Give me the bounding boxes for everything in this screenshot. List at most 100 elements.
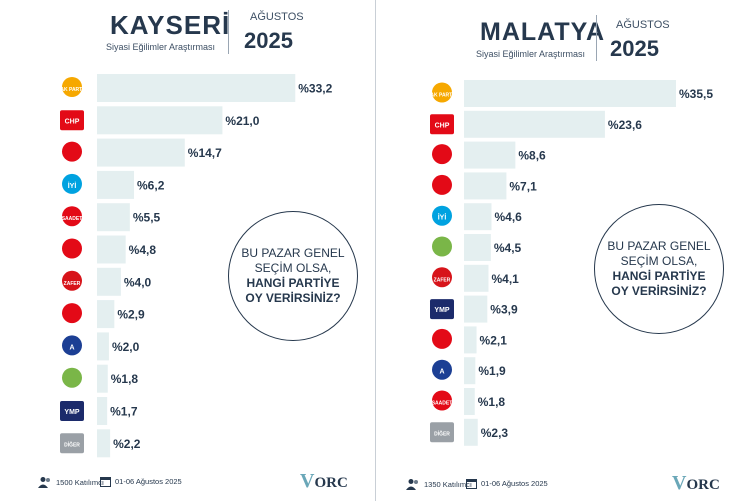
party-logo-1-icon: AK PARTİ: [60, 77, 84, 97]
bar-9: [464, 326, 477, 354]
question-line-2: SEÇİM OLSA,: [254, 261, 332, 275]
malatya-bar-chart: %35,5 AK PARTİ %23,6 CHP %8,6 %7,1 %4,6 İYİ %4,5…: [430, 80, 713, 446]
survey-year: 2025: [610, 36, 659, 61]
brand-name: ORC: [686, 477, 720, 493]
party-logo-3-icon: [432, 144, 452, 165]
party-logo-text: DİĞER: [434, 429, 450, 437]
value-label-11: %1,8: [478, 395, 506, 409]
kayseri-panel: KAYSERİ Siyasi Eğilimler Araştırması AĞU…: [38, 10, 358, 492]
bar-5: [464, 203, 492, 231]
value-label-4: %6,2: [137, 178, 165, 192]
survey-year: 2025: [244, 28, 293, 53]
bar-7: [97, 267, 121, 296]
value-label-1: %33,2: [298, 82, 332, 96]
panel-title: KAYSERİ: [110, 10, 231, 40]
party-logo-text: A: [439, 369, 444, 376]
header-separator: [228, 10, 229, 54]
question-line-4: OY VERİRSİNİZ?: [611, 284, 707, 298]
value-label-1: %35,5: [679, 87, 713, 101]
bar-3: [464, 141, 516, 169]
survey-dates: 01-06 Ağustos 2025: [481, 479, 548, 488]
value-label-7: %4,0: [124, 275, 152, 289]
panel-subtitle: Siyasi Eğilimler Araştırması: [106, 42, 216, 52]
orc-logo: VORC: [300, 470, 348, 492]
party-logo-5-icon: İYİ: [432, 205, 452, 226]
bar-6: [97, 235, 126, 264]
party-logo-text: CHP: [435, 122, 450, 129]
party-logo-text: A: [69, 344, 74, 351]
party-logo-11-icon: YMP: [60, 401, 84, 421]
party-logo-7-icon: ZAFER: [62, 270, 82, 291]
party-logo-text: AK PARTİ: [60, 86, 84, 93]
party-logo-text: ZAFER: [434, 277, 451, 283]
party-logo-text: SAADET: [62, 216, 83, 222]
participants-info: 1500 Katılımcı: [38, 476, 104, 488]
party-logo-text: YMP: [434, 307, 450, 314]
party-logo-8-icon: YMP: [430, 299, 454, 320]
party-logo-1-icon: AK PARTİ: [430, 82, 454, 103]
bar-12: [97, 429, 111, 458]
participants-info: 1350 Katılımcı: [406, 478, 472, 490]
party-logo-12-icon: DİĞER: [430, 422, 454, 443]
question-line-2: SEÇİM OLSA,: [620, 254, 698, 268]
bar-5: [97, 203, 130, 232]
bar-8: [97, 300, 115, 329]
party-logo-10-icon: [62, 367, 82, 388]
value-label-9: %2,0: [112, 340, 140, 354]
party-logo-4-icon: İYİ: [62, 173, 82, 194]
brand-name: ORC: [314, 475, 348, 491]
value-label-8: %2,9: [117, 308, 145, 322]
party-logo-text: CHP: [65, 118, 80, 125]
kayseri-bar-chart: %33,2 AK PARTİ %21,0 CHP %14,7 %6,2 İYİ %5,5 SAA…: [60, 74, 333, 458]
malatya-panel: MALATYA Siyasi Eğilimler Araştırması AĞU…: [376, 0, 750, 501]
dates-info: 01-06 Ağustos 2025: [466, 478, 548, 489]
value-label-5: %5,5: [133, 211, 161, 225]
question-line-4: OY VERİRSİNİZ?: [245, 291, 341, 305]
bar-12: [464, 418, 478, 446]
value-label-12: %2,2: [113, 437, 141, 451]
bar-6: [464, 234, 491, 261]
people-icon: [38, 477, 50, 488]
party-logo-6-icon: [62, 238, 82, 259]
party-logo-text: AK PARTİ: [430, 92, 454, 99]
question-line-3: HANGİ PARTİYE: [246, 276, 340, 290]
value-label-10: %1,9: [478, 364, 506, 378]
party-logo-6-icon: [432, 236, 452, 257]
dates-info: 01-06 Ağustos 2025: [100, 476, 182, 487]
party-logo-5-icon: SAADET: [62, 206, 83, 227]
value-label-3: %14,7: [188, 146, 222, 160]
calendar-icon: [100, 477, 111, 487]
bar-4: [464, 172, 507, 200]
value-label-6: %4,8: [129, 243, 157, 257]
value-label-2: %23,6: [608, 118, 642, 132]
value-label-2: %21,0: [225, 114, 259, 128]
bar-1: [97, 74, 296, 102]
party-logo-2-icon: CHP: [430, 114, 454, 135]
party-logo-10-icon: A: [432, 359, 452, 380]
people-icon: [406, 479, 418, 490]
header-separator: [596, 15, 597, 61]
value-label-8: %3,9: [490, 303, 518, 317]
value-label-7: %4,1: [491, 272, 519, 286]
bar-11: [97, 397, 108, 425]
question-line-1: BU PAZAR GENEL: [241, 246, 345, 260]
value-label-12: %2,3: [481, 426, 509, 440]
bar-3: [97, 138, 185, 167]
party-logo-11-icon: SAADET: [432, 390, 452, 411]
calendar-icon: [466, 479, 477, 489]
value-label-10: %1,8: [111, 372, 139, 386]
panel-subtitle: Siyasi Eğilimler Araştırması: [476, 49, 586, 59]
panel-divider: [375, 0, 376, 501]
bar-10: [464, 357, 476, 385]
survey-question-circle: BU PAZAR GENEL SEÇİM OLSA, HANGİ PARTİYE…: [228, 211, 358, 341]
bar-7: [464, 264, 489, 292]
value-label-4: %7,1: [509, 179, 537, 193]
bar-4: [97, 170, 135, 199]
bar-11: [464, 388, 475, 415]
party-logo-12-icon: DİĞER: [60, 433, 84, 454]
party-logo-7-icon: ZAFER: [432, 267, 452, 288]
bar-2: [97, 106, 223, 135]
participants-count: 1500 Katılımcı: [56, 477, 104, 487]
party-logo-text: DİĞER: [64, 440, 80, 448]
bar-8: [464, 295, 488, 323]
